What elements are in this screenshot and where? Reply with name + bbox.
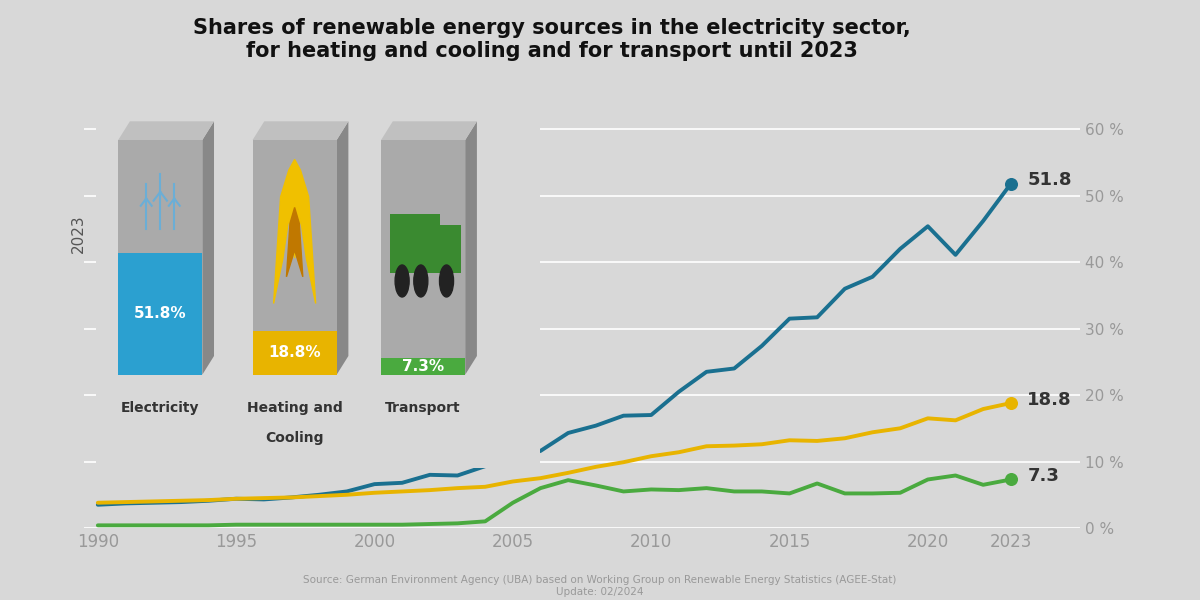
- Point: [1001, 475, 1020, 484]
- Text: 2023: 2023: [71, 214, 86, 253]
- Text: Source: German Environment Agency (UBA) based on Working Group on Renewable Ener: Source: German Environment Agency (UBA) …: [304, 575, 896, 597]
- Text: 7.3%: 7.3%: [402, 359, 444, 374]
- Text: 18.8%: 18.8%: [269, 345, 320, 360]
- Point: [1001, 179, 1020, 188]
- Bar: [390, 214, 439, 273]
- Text: 7.3: 7.3: [1027, 467, 1060, 485]
- Circle shape: [395, 265, 409, 297]
- Bar: [439, 225, 461, 273]
- Polygon shape: [274, 160, 316, 304]
- Text: Transport: Transport: [385, 401, 461, 415]
- Text: Shares of renewable energy sources in the electricity sector,
for heating and co: Shares of renewable energy sources in th…: [193, 18, 911, 61]
- Text: 51.8%: 51.8%: [134, 307, 186, 322]
- Text: 18.8: 18.8: [1027, 391, 1072, 409]
- Circle shape: [439, 265, 454, 297]
- Circle shape: [414, 265, 428, 297]
- Polygon shape: [203, 121, 214, 374]
- Polygon shape: [466, 121, 476, 374]
- Bar: [382, 358, 466, 374]
- Polygon shape: [287, 208, 302, 277]
- Polygon shape: [337, 121, 348, 374]
- Bar: [252, 331, 337, 374]
- Point: [1001, 398, 1020, 408]
- Bar: [118, 140, 203, 253]
- Bar: [252, 140, 337, 331]
- Text: Electricity: Electricity: [121, 401, 199, 415]
- Bar: [382, 140, 466, 358]
- Text: 51.8: 51.8: [1027, 172, 1072, 190]
- Polygon shape: [382, 121, 476, 140]
- Text: Cooling: Cooling: [265, 431, 324, 445]
- Bar: [118, 253, 203, 374]
- Polygon shape: [118, 121, 214, 140]
- Polygon shape: [252, 121, 348, 140]
- Text: Heating and: Heating and: [247, 401, 342, 415]
